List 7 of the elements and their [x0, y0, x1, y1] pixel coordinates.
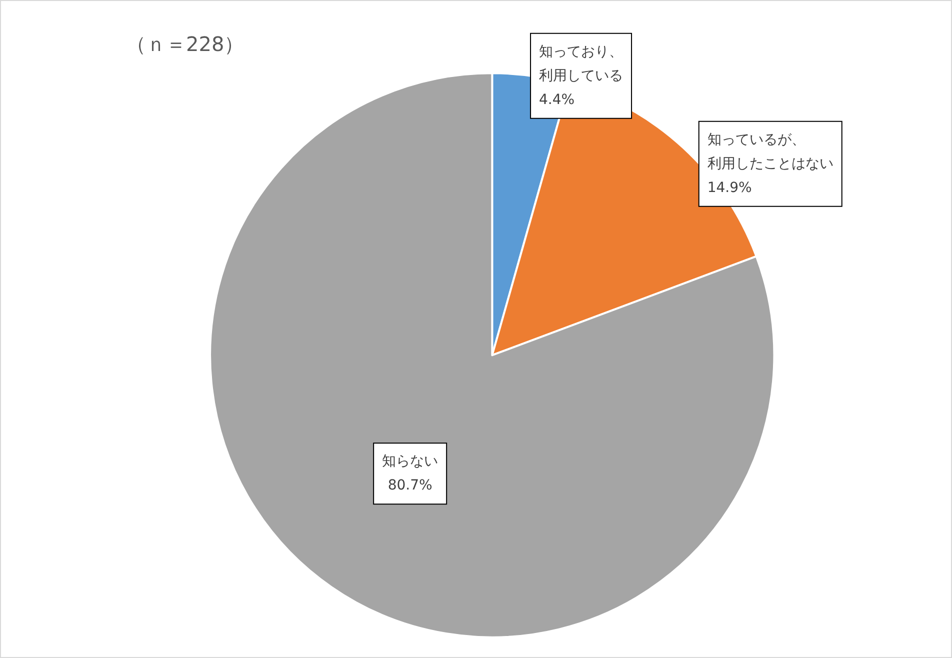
slice-label: 知っており、利用している — [539, 44, 624, 84]
slice-label: 知っているが、利用したことはない — [707, 132, 834, 172]
slice-label: 知らない — [382, 454, 438, 470]
data-label: 4.4% — [539, 92, 575, 108]
data-label: 80.7% — [388, 478, 432, 494]
chart-title: （ｎ＝228） — [126, 32, 244, 56]
data-label: 14.9% — [707, 180, 752, 196]
